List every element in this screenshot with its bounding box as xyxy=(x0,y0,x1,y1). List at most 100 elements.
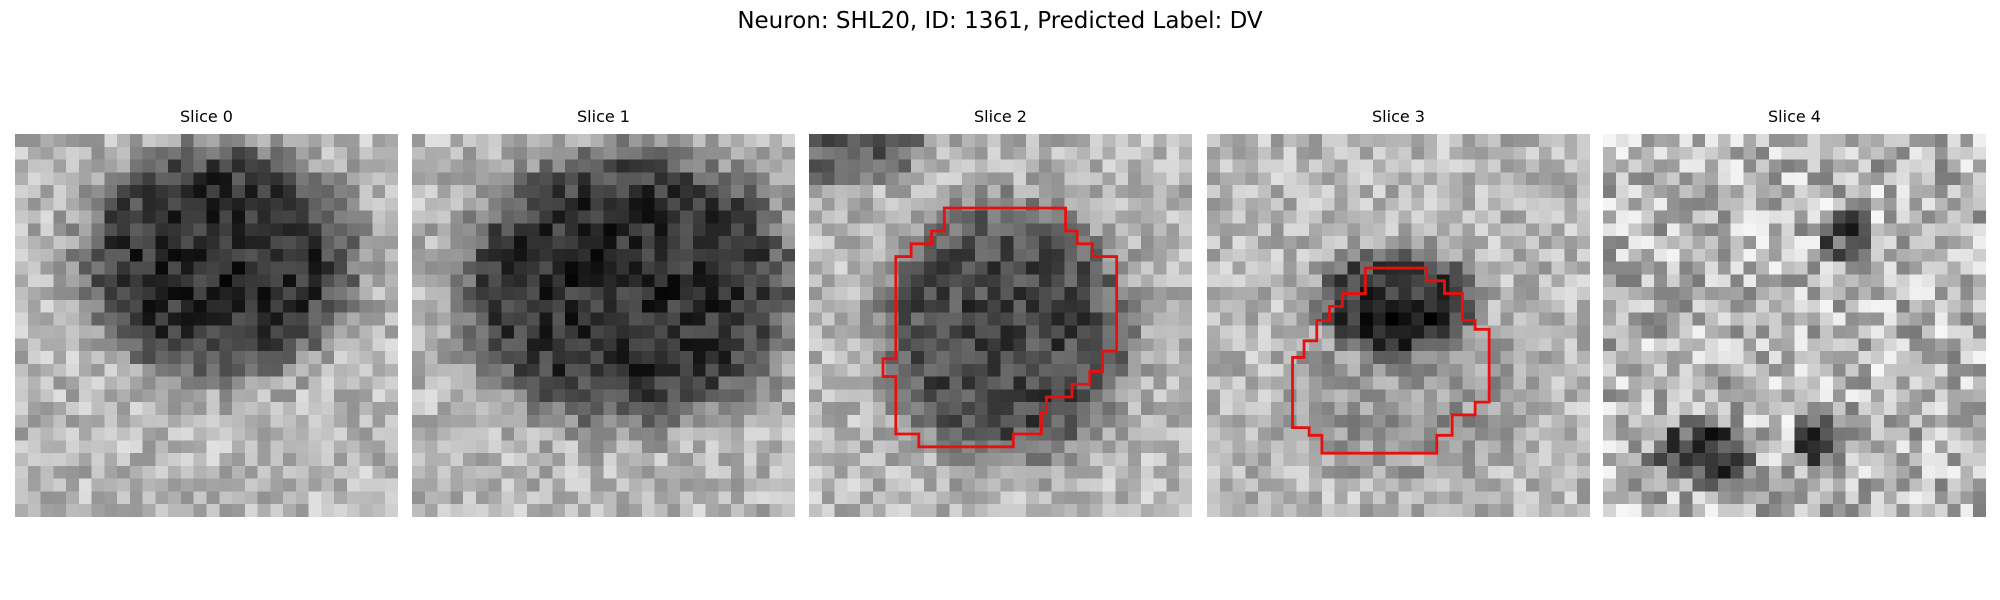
pixel xyxy=(526,185,540,198)
pixel xyxy=(769,261,783,275)
pixel xyxy=(1705,453,1718,466)
pixel xyxy=(104,159,118,173)
pixel xyxy=(680,223,693,237)
pixel xyxy=(15,236,28,249)
pixel xyxy=(1398,274,1412,288)
pixel xyxy=(1922,185,1935,198)
pixel xyxy=(53,134,67,147)
pixel xyxy=(1603,134,1616,147)
pixel xyxy=(424,338,438,352)
pixel xyxy=(1705,338,1718,352)
pixel xyxy=(847,351,861,364)
pixel xyxy=(1666,261,1680,275)
pixel xyxy=(15,402,28,415)
pixel xyxy=(872,159,886,173)
pixel xyxy=(860,402,873,415)
pixel xyxy=(1845,159,1859,173)
pixel xyxy=(949,389,963,403)
pixel xyxy=(1309,134,1322,147)
pixel xyxy=(129,376,143,390)
pixel xyxy=(1666,312,1680,326)
pixel xyxy=(911,261,924,275)
pixel xyxy=(629,172,642,186)
pixel xyxy=(1666,134,1680,147)
pixel xyxy=(91,376,105,390)
pixel xyxy=(1832,325,1846,339)
pixel xyxy=(385,134,398,147)
pixel xyxy=(1077,261,1090,275)
pixel xyxy=(1871,299,1884,313)
pixel xyxy=(1973,223,1986,237)
pixel xyxy=(129,236,143,249)
pixel xyxy=(1179,146,1192,160)
pixel xyxy=(270,427,284,441)
pixel xyxy=(692,223,706,237)
pixel xyxy=(501,325,515,339)
pixel xyxy=(1513,504,1527,517)
pixel xyxy=(1781,134,1795,147)
pixel xyxy=(1654,504,1667,517)
pixel xyxy=(1807,363,1821,377)
pixel xyxy=(437,248,451,262)
pixel xyxy=(463,299,476,313)
pixel xyxy=(1309,236,1322,249)
pixel xyxy=(1449,299,1463,313)
pixel xyxy=(1140,248,1154,262)
pixel xyxy=(1064,312,1078,326)
pixel xyxy=(104,210,118,224)
pixel xyxy=(1513,287,1527,300)
pixel xyxy=(1283,248,1297,262)
pixel xyxy=(769,210,783,224)
pixel xyxy=(1922,134,1935,147)
pixel xyxy=(1321,261,1335,275)
pixel xyxy=(1026,363,1039,377)
pixel xyxy=(270,414,284,428)
pixel xyxy=(1140,185,1154,198)
pixel xyxy=(629,197,642,211)
pixel xyxy=(731,210,744,224)
pixel xyxy=(27,338,41,352)
pixel xyxy=(1245,453,1259,466)
pixel xyxy=(885,504,899,517)
pixel xyxy=(1398,427,1412,441)
pixel xyxy=(1283,236,1297,249)
pixel xyxy=(860,491,873,505)
pixel xyxy=(104,146,118,160)
pixel xyxy=(1922,261,1935,275)
pixel xyxy=(590,312,604,326)
pixel xyxy=(1871,312,1884,326)
pixel xyxy=(680,338,693,352)
pixel xyxy=(1641,146,1655,160)
pixel xyxy=(334,223,347,237)
pixel xyxy=(1960,185,1974,198)
pixel xyxy=(437,210,451,224)
pixel xyxy=(1000,402,1014,415)
pixel xyxy=(437,389,451,403)
pixel xyxy=(142,287,156,300)
pixel xyxy=(1385,504,1399,517)
pixel xyxy=(987,402,1001,415)
pixel xyxy=(1051,146,1065,160)
pixel xyxy=(1820,504,1833,517)
pixel xyxy=(1628,159,1642,173)
pixel xyxy=(1128,453,1141,466)
pixel xyxy=(78,172,92,186)
pixel xyxy=(450,287,464,300)
pixel xyxy=(257,312,271,326)
pixel xyxy=(1730,274,1744,288)
pixel xyxy=(1385,325,1399,339)
pixel xyxy=(1922,172,1935,186)
pixel xyxy=(142,248,156,262)
pixel xyxy=(1334,197,1348,211)
pixel xyxy=(821,172,835,186)
pixel xyxy=(552,274,566,288)
pixel xyxy=(1270,363,1284,377)
pixel xyxy=(743,299,757,313)
pixel xyxy=(1232,351,1246,364)
pixel xyxy=(66,146,79,160)
pixel xyxy=(1768,261,1782,275)
pixel xyxy=(1309,287,1322,300)
pixel xyxy=(412,465,425,479)
pixel xyxy=(270,223,284,237)
pixel xyxy=(705,389,719,403)
